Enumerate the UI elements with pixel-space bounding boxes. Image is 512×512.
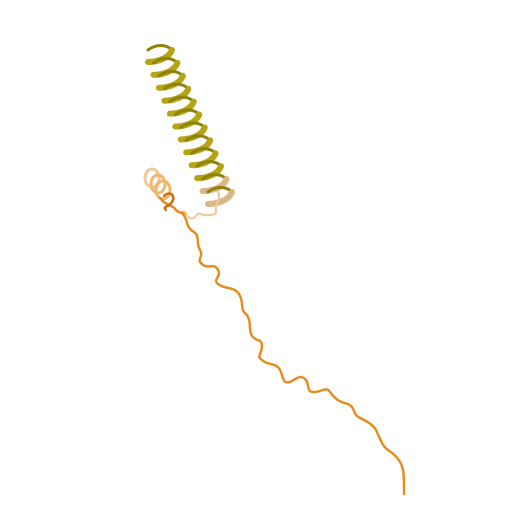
loop-path (181, 191, 221, 220)
coil-strand (181, 212, 406, 496)
small-helix-link (162, 192, 175, 212)
helix-turn-back (146, 44, 174, 52)
small-helix-link (158, 196, 186, 216)
small-helix-ring (149, 173, 167, 195)
small-helix-cluster (143, 167, 186, 216)
small-helix-ring (154, 179, 172, 201)
helix-turn-front (205, 189, 235, 207)
helix-main (145, 44, 235, 207)
coil-main-path (181, 212, 406, 496)
connecting-loop (181, 191, 221, 220)
